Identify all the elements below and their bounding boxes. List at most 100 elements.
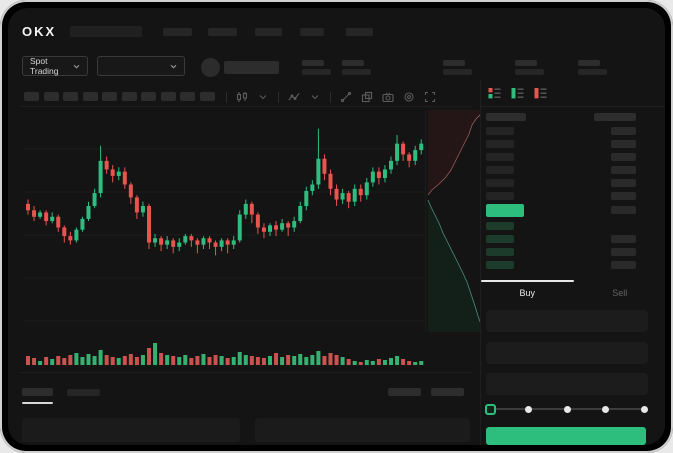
candles-icon[interactable] — [236, 91, 248, 103]
tab-sell[interactable]: Sell — [612, 288, 628, 298]
stat-label-skeleton — [342, 60, 364, 66]
nav-item-skeleton[interactable] — [300, 28, 324, 36]
bid-price-skeleton[interactable] — [486, 222, 514, 230]
bid-amount-skeleton — [611, 261, 636, 269]
bid-price-skeleton[interactable] — [486, 248, 514, 256]
toolbar-divider — [278, 91, 279, 103]
market-type-selector[interactable]: Spot Trading — [22, 56, 88, 76]
stat-value-skeleton — [515, 69, 544, 75]
chevron-down-icon — [73, 64, 80, 69]
interval-button-skeleton[interactable] — [24, 92, 39, 101]
candlestick-chart[interactable] — [24, 108, 424, 368]
stat-label-skeleton — [515, 60, 537, 66]
price-input-skeleton[interactable] — [486, 310, 648, 332]
bottom-action-skeleton[interactable] — [431, 388, 464, 396]
bottom-action-skeleton[interactable] — [388, 388, 421, 396]
bottom-divider — [20, 372, 473, 373]
ask-amount-skeleton — [611, 192, 636, 200]
pair-name-skeleton — [224, 61, 279, 74]
stat-value-skeleton — [302, 69, 331, 75]
indicator-icon[interactable] — [288, 91, 300, 103]
settings-icon[interactable] — [403, 91, 415, 103]
amount-input-skeleton[interactable] — [486, 342, 648, 364]
orderbook-last-price[interactable] — [486, 204, 524, 217]
ask-amount-skeleton — [611, 127, 636, 135]
depth-chart[interactable] — [425, 110, 480, 332]
interval-button-skeleton[interactable] — [121, 92, 137, 101]
nav-item-skeleton[interactable] — [346, 28, 373, 36]
slider-stop-25[interactable] — [525, 406, 532, 413]
interval-button-skeleton[interactable] — [102, 92, 117, 101]
interval-button-skeleton[interactable] — [63, 92, 78, 101]
ask-amount-skeleton — [611, 166, 636, 174]
bottom-tab-skeleton[interactable] — [67, 389, 100, 396]
ask-price-skeleton[interactable] — [486, 179, 514, 187]
buy-submit-button[interactable] — [486, 427, 646, 445]
slider-stop-50[interactable] — [563, 406, 571, 413]
last-amount-skeleton — [611, 206, 636, 214]
bottom-tab-active-skeleton[interactable] — [22, 388, 53, 396]
nav-item-skeleton[interactable] — [255, 28, 282, 36]
stat-value-skeleton — [342, 69, 371, 75]
nav-item-skeleton[interactable] — [208, 28, 237, 36]
pair-selector[interactable] — [97, 56, 185, 76]
book-split-icon[interactable] — [488, 87, 501, 100]
bid-amount-skeleton — [611, 248, 636, 256]
market-type-label: Spot Trading — [30, 56, 59, 76]
interval-button-skeleton[interactable] — [160, 92, 176, 101]
bottom-tab-active-underline — [22, 402, 53, 404]
stat-value-skeleton — [443, 69, 472, 75]
ask-amount-skeleton — [611, 140, 636, 148]
interval-button-skeleton[interactable] — [199, 92, 215, 101]
stat-label-skeleton — [443, 60, 465, 66]
nav-item-skeleton[interactable] — [163, 28, 192, 36]
orderbook-header-amount-skeleton — [594, 113, 636, 121]
total-input-skeleton[interactable] — [486, 373, 648, 395]
chevron-down-icon[interactable] — [257, 91, 269, 103]
ask-price-skeleton[interactable] — [486, 153, 514, 161]
slider-stop-100[interactable] — [640, 406, 648, 413]
chevron-down-icon — [170, 64, 177, 69]
chart-toolbar-icons — [226, 90, 436, 104]
bid-price-skeleton[interactable] — [486, 235, 514, 243]
search-skeleton[interactable] — [70, 26, 142, 37]
ask-price-skeleton[interactable] — [486, 166, 514, 174]
interval-button-skeleton[interactable] — [180, 92, 195, 101]
interval-button-skeleton[interactable] — [82, 92, 98, 101]
slider-stop-75[interactable] — [602, 406, 609, 413]
tab-buy[interactable]: Buy — [481, 280, 574, 306]
ask-price-skeleton[interactable] — [486, 140, 514, 148]
slider-handle[interactable] — [485, 404, 496, 415]
stat-value-skeleton — [578, 69, 607, 75]
interval-button-skeleton[interactable] — [43, 92, 59, 101]
ask-amount-skeleton — [611, 153, 636, 161]
stat-label-skeleton — [302, 60, 324, 66]
right-panel: Buy Sell — [480, 80, 665, 445]
orderbook-header-price-skeleton — [486, 113, 526, 121]
trendline-icon[interactable] — [340, 91, 352, 103]
interval-button-skeleton[interactable] — [141, 92, 156, 101]
toolbar-divider — [20, 106, 473, 107]
book-bids-only-icon[interactable] — [511, 87, 524, 100]
fullscreen-icon[interactable] — [424, 91, 436, 103]
trade-tabbar: Buy Sell — [481, 280, 665, 306]
toolbar-divider — [330, 91, 331, 103]
orderbook-view-toggles — [481, 80, 665, 107]
history-panel-skeleton — [255, 418, 470, 442]
chevron-down-icon[interactable] — [309, 91, 321, 103]
layers-icon[interactable] — [361, 91, 373, 103]
bid-amount-skeleton — [611, 235, 636, 243]
bid-price-skeleton[interactable] — [486, 261, 514, 269]
okx-logo[interactable]: OKX — [22, 24, 57, 39]
ask-price-skeleton[interactable] — [486, 127, 514, 135]
toolbar-divider — [226, 91, 227, 103]
orders-panel-skeleton — [22, 418, 240, 442]
ask-amount-skeleton — [611, 179, 636, 187]
coin-avatar — [201, 58, 220, 77]
app-window: OKX Spot Trading — [8, 8, 665, 445]
camera-icon[interactable] — [382, 91, 394, 103]
book-asks-only-icon[interactable] — [534, 87, 547, 100]
stat-label-skeleton — [578, 60, 600, 66]
ask-price-skeleton[interactable] — [486, 192, 514, 200]
